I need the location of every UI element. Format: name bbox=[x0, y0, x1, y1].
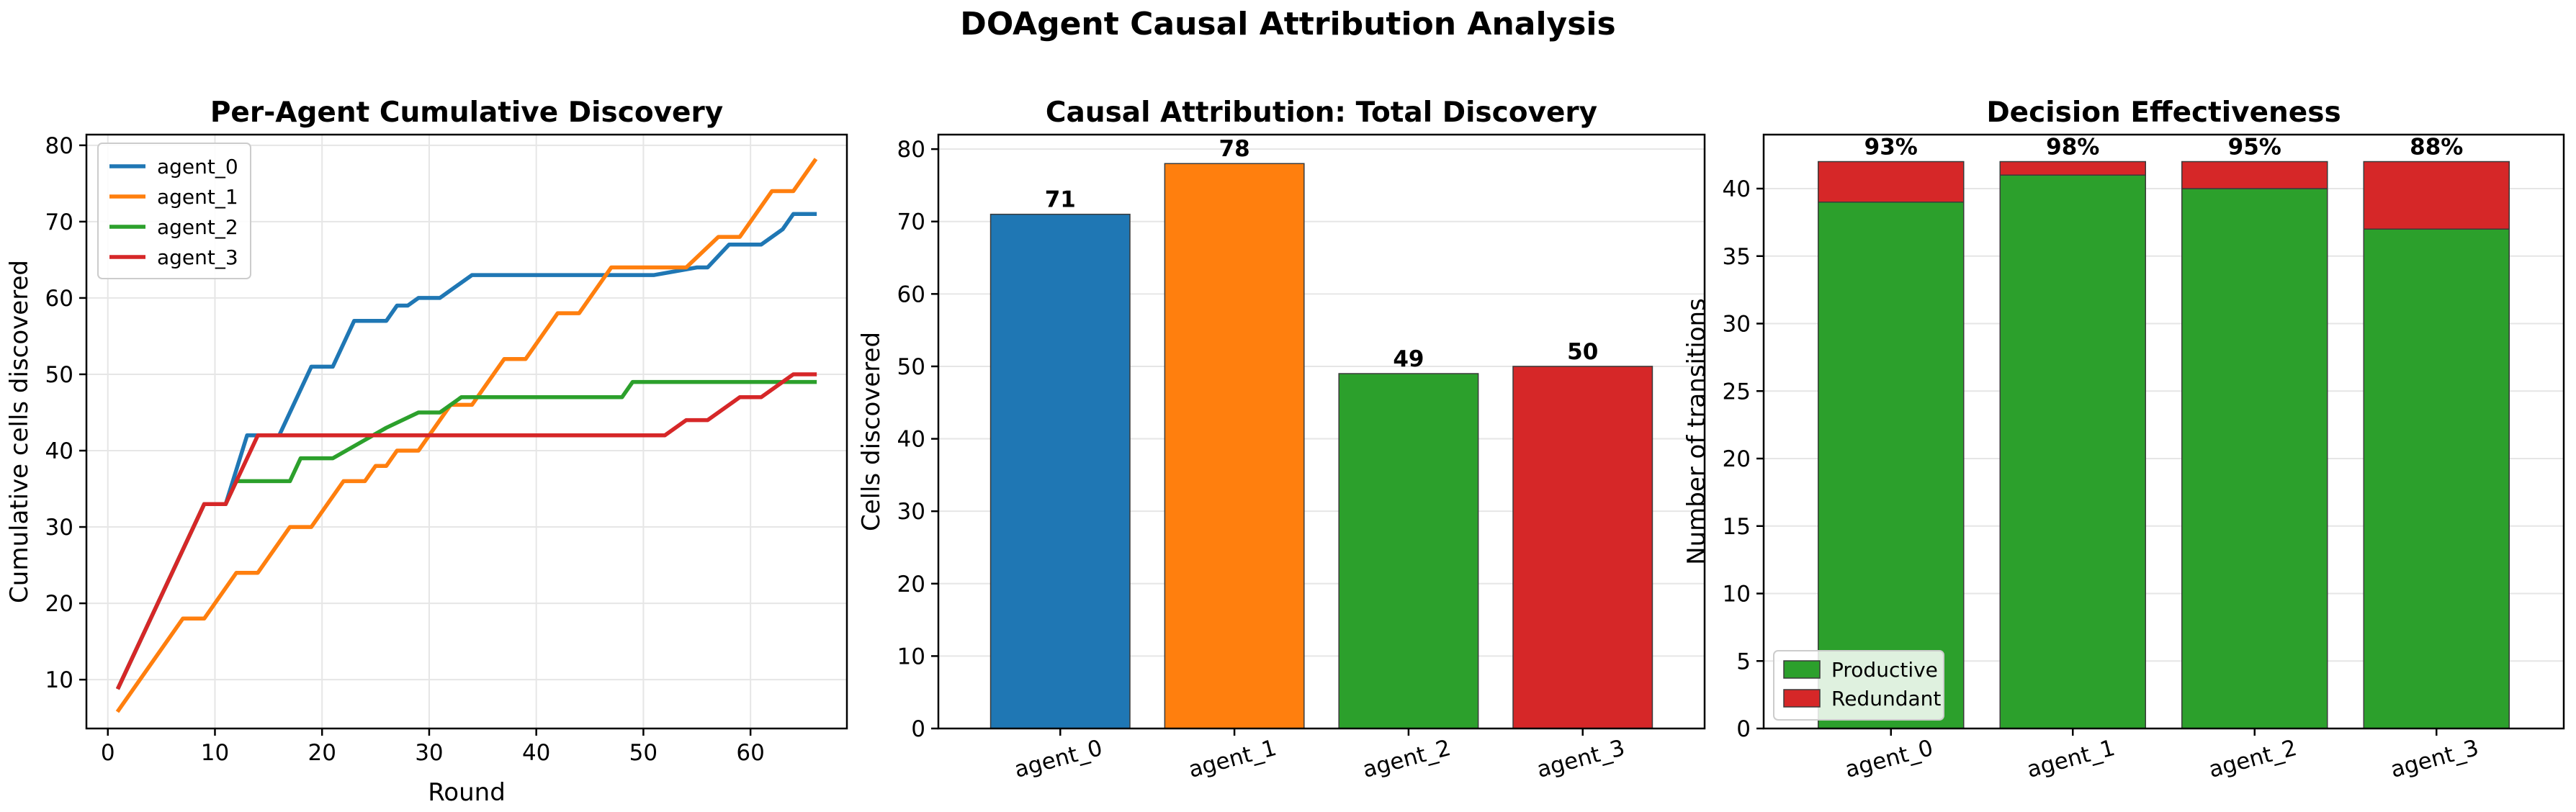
bar-agent_3 bbox=[1512, 366, 1653, 729]
y-tick-label: 40 bbox=[1723, 176, 1751, 202]
y-tick-label: 20 bbox=[897, 572, 925, 597]
legend-label-redundant: Redundant bbox=[1831, 687, 1941, 710]
bar-redundant-agent_3 bbox=[2363, 161, 2510, 230]
x-tick-label: 40 bbox=[522, 740, 550, 766]
bar-percent-label: 98% bbox=[2046, 135, 2099, 161]
y-tick-label: 25 bbox=[1723, 379, 1751, 405]
x-axis-label: Round bbox=[428, 778, 506, 807]
y-tick-label: 80 bbox=[897, 137, 925, 163]
x-tick-label: 0 bbox=[101, 740, 115, 766]
bar-agent_1 bbox=[1164, 163, 1305, 729]
y-tick-label: 30 bbox=[1723, 312, 1751, 338]
x-tick-label: agent_1 bbox=[1186, 735, 1280, 783]
panel-2: 71 78 49 50 0 10 20 30 40 50 60 70 80 agent_0 agent_1 a… bbox=[857, 96, 1706, 783]
y-tick-label: 50 bbox=[45, 362, 73, 388]
y-tick-label: 10 bbox=[897, 644, 925, 669]
bar-redundant-agent_1 bbox=[1999, 161, 2146, 176]
chart-title: Causal Attribution: Total Discovery bbox=[1046, 96, 1597, 129]
bar-percent-label: 93% bbox=[1864, 135, 1918, 161]
axes-frame bbox=[1762, 133, 2565, 730]
x-tick-label: 50 bbox=[629, 740, 658, 766]
bar-agent_0 bbox=[989, 213, 1131, 729]
y-tick-label: 5 bbox=[1736, 649, 1751, 675]
bar-agent_2 bbox=[1338, 373, 1479, 729]
x-tick-label: agent_0 bbox=[1012, 735, 1105, 783]
legend-swatch-redundant bbox=[1783, 689, 1821, 708]
panel-3: 93% 98% 95% 88% 0 5 10 15 20 25 30 35 40 agent_0 agent… bbox=[1682, 96, 2565, 783]
legend-label-productive: Productive bbox=[1831, 658, 1938, 682]
axes-frame bbox=[937, 133, 1706, 730]
y-tick-label: 60 bbox=[897, 281, 925, 307]
y-tick-label: 10 bbox=[1723, 582, 1751, 608]
series-line-agent_1 bbox=[115, 158, 818, 713]
legend: Productive Redundant bbox=[1773, 650, 1944, 721]
bar-productive-agent_2 bbox=[2181, 188, 2328, 729]
y-tick-label: 20 bbox=[1723, 446, 1751, 472]
y-axis-label: Cells discovered bbox=[857, 332, 886, 531]
x-tick-label: 30 bbox=[415, 740, 443, 766]
bar-value-label: 50 bbox=[1567, 339, 1598, 365]
y-tick-label: 70 bbox=[45, 209, 73, 235]
x-tick-label: agent_1 bbox=[2024, 735, 2118, 783]
y-tick-label: 30 bbox=[897, 499, 925, 525]
legend-label-agent_1: agent_1 bbox=[157, 185, 238, 209]
y-tick-label: 20 bbox=[45, 591, 73, 617]
series-line-agent_3 bbox=[115, 372, 817, 690]
y-axis-label: Number of transitions bbox=[1682, 298, 1711, 565]
bar-productive-agent_0 bbox=[1818, 202, 1965, 729]
y-tick-label: 30 bbox=[45, 515, 73, 541]
x-tick-label: agent_0 bbox=[1842, 735, 1936, 783]
bar-percent-label: 88% bbox=[2410, 135, 2463, 161]
x-tick-label: 20 bbox=[308, 740, 336, 766]
y-tick-label: 10 bbox=[45, 667, 73, 693]
y-tick-label: 80 bbox=[45, 133, 73, 159]
y-tick-label: 35 bbox=[1723, 244, 1751, 270]
legend: agent_0 agent_1 agent_2 agent_3 bbox=[97, 143, 251, 279]
legend-label-agent_0: agent_0 bbox=[157, 155, 238, 179]
legend-label-agent_2: agent_2 bbox=[157, 215, 238, 239]
bar-value-label: 49 bbox=[1393, 346, 1424, 372]
chart-title: Per-Agent Cumulative Discovery bbox=[210, 96, 723, 129]
bar-value-label: 71 bbox=[1045, 187, 1076, 213]
bar-value-label: 78 bbox=[1219, 136, 1250, 162]
y-tick-label: 0 bbox=[911, 716, 925, 742]
legend-label-agent_3: agent_3 bbox=[157, 245, 238, 269]
y-tick-label: 70 bbox=[897, 209, 925, 235]
legend-box bbox=[97, 143, 251, 279]
y-tick-label: 40 bbox=[897, 427, 925, 453]
series-line-agent_2 bbox=[115, 379, 817, 690]
x-tick-label: 10 bbox=[201, 740, 229, 766]
y-tick-label: 40 bbox=[45, 438, 73, 464]
bar-redundant-agent_0 bbox=[1818, 161, 1965, 203]
bar-productive-agent_3 bbox=[2363, 228, 2510, 729]
figure-title: DOAgent Causal Attribution Analysis bbox=[960, 6, 1616, 42]
bar-percent-label: 95% bbox=[2228, 135, 2281, 161]
bar-redundant-agent_2 bbox=[2181, 161, 2328, 189]
bar-productive-agent_1 bbox=[1999, 174, 2146, 729]
x-tick-label: agent_3 bbox=[2388, 735, 2482, 783]
chart-title: Decision Effectiveness bbox=[1986, 96, 2341, 129]
y-tick-label: 0 bbox=[1736, 716, 1751, 742]
x-tick-label: agent_2 bbox=[1360, 735, 1453, 783]
panel-1: 10 20 30 40 50 60 70 80 0 10 20 30 40 50 60 Per-Agent C… bbox=[5, 96, 848, 807]
x-tick-label: agent_2 bbox=[2206, 735, 2299, 783]
y-tick-label: 60 bbox=[45, 286, 73, 312]
legend-swatch-productive bbox=[1783, 660, 1821, 679]
y-tick-label: 15 bbox=[1723, 514, 1751, 540]
axes-frame bbox=[85, 133, 848, 730]
x-tick-label: agent_3 bbox=[1534, 735, 1628, 783]
y-tick-label: 50 bbox=[897, 354, 925, 380]
x-tick-label: 60 bbox=[736, 740, 764, 766]
y-axis-label: Cumulative cells discovered bbox=[5, 260, 34, 603]
